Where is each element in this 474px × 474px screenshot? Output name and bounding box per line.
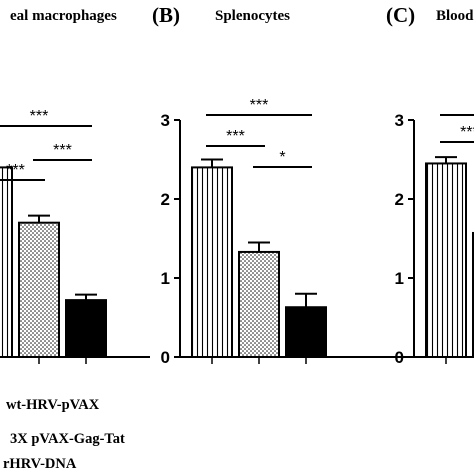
legend-item-3x-pvax-gag-tat: 3X pVAX-Gag-Tat [10, 431, 125, 447]
panel-c-title: Blood [436, 8, 474, 24]
y-tick-label: 1 [161, 269, 170, 288]
y-tick-label: 3 [395, 111, 404, 130]
significance-label: *** [226, 128, 245, 145]
panel-1: ********* [0, 108, 150, 364]
bar-eal-macrophages-1 [0, 166, 13, 358]
bar-splenocytes-1 [191, 166, 233, 358]
significance-label: *** [53, 142, 72, 159]
significance-label: *** [460, 124, 474, 141]
y-tick-label: 2 [161, 190, 170, 209]
bar-eal-macrophages-3 [65, 299, 107, 358]
panel-b-title: Splenocytes [215, 8, 290, 24]
y-tick-label: 0 [395, 348, 404, 367]
y-tick-label: 2 [395, 190, 404, 209]
y-tick-label: 3 [161, 111, 170, 130]
legend-item-rhrv-dna: rHRV-DNA [3, 456, 77, 472]
bar-blood-1 [425, 162, 467, 358]
y-tick-label: 0 [161, 348, 170, 367]
significance-label: * [279, 149, 285, 166]
bar-splenocytes-3 [285, 306, 327, 359]
significance-label: *** [6, 162, 25, 179]
panel-c-label: (C) [386, 3, 415, 27]
bar-splenocytes-2 [238, 250, 280, 358]
panel-b-label: (B) [152, 3, 180, 27]
legend: wt-HRV-pVAX 3X pVAX-Gag-Tat rHRV-DNA [3, 397, 125, 472]
legend-item-wt-hrv-pvax: wt-HRV-pVAX [6, 397, 100, 413]
panel-a-title: eal macrophages [10, 8, 117, 24]
bar-eal-macrophages-2 [18, 221, 60, 358]
significance-label: *** [30, 108, 49, 125]
y-tick-label: 1 [395, 269, 404, 288]
significance-label: *** [250, 97, 269, 114]
